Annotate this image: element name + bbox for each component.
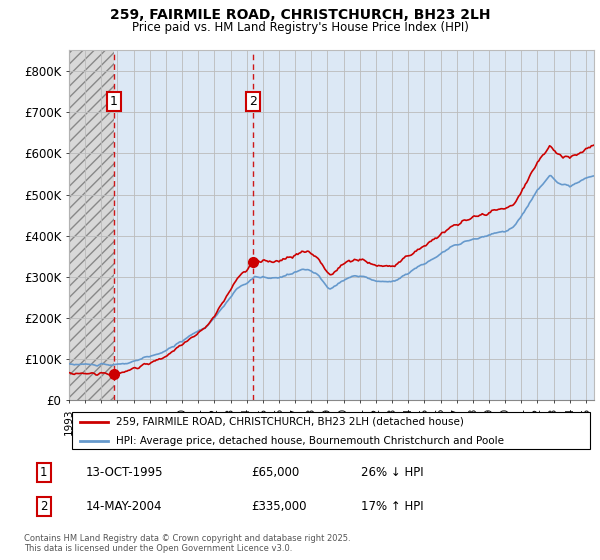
Text: Contains HM Land Registry data © Crown copyright and database right 2025.
This d: Contains HM Land Registry data © Crown c… (24, 534, 350, 553)
Text: 14-MAY-2004: 14-MAY-2004 (85, 500, 162, 513)
Text: 1: 1 (110, 95, 118, 108)
Text: 13-OCT-1995: 13-OCT-1995 (85, 465, 163, 479)
Text: £335,000: £335,000 (251, 500, 307, 513)
Text: 26% ↓ HPI: 26% ↓ HPI (361, 465, 424, 479)
Text: £65,000: £65,000 (251, 465, 299, 479)
Text: 259, FAIRMILE ROAD, CHRISTCHURCH, BH23 2LH: 259, FAIRMILE ROAD, CHRISTCHURCH, BH23 2… (110, 8, 490, 22)
Text: 2: 2 (40, 500, 47, 513)
Text: 2: 2 (249, 95, 257, 108)
Text: 259, FAIRMILE ROAD, CHRISTCHURCH, BH23 2LH (detached house): 259, FAIRMILE ROAD, CHRISTCHURCH, BH23 2… (116, 417, 464, 427)
Bar (69, 50, 114, 400)
Text: Price paid vs. HM Land Registry's House Price Index (HPI): Price paid vs. HM Land Registry's House … (131, 21, 469, 34)
Text: 1: 1 (40, 465, 47, 479)
Text: 17% ↑ HPI: 17% ↑ HPI (361, 500, 424, 513)
Text: HPI: Average price, detached house, Bournemouth Christchurch and Poole: HPI: Average price, detached house, Bour… (116, 436, 504, 446)
FancyBboxPatch shape (71, 413, 590, 449)
